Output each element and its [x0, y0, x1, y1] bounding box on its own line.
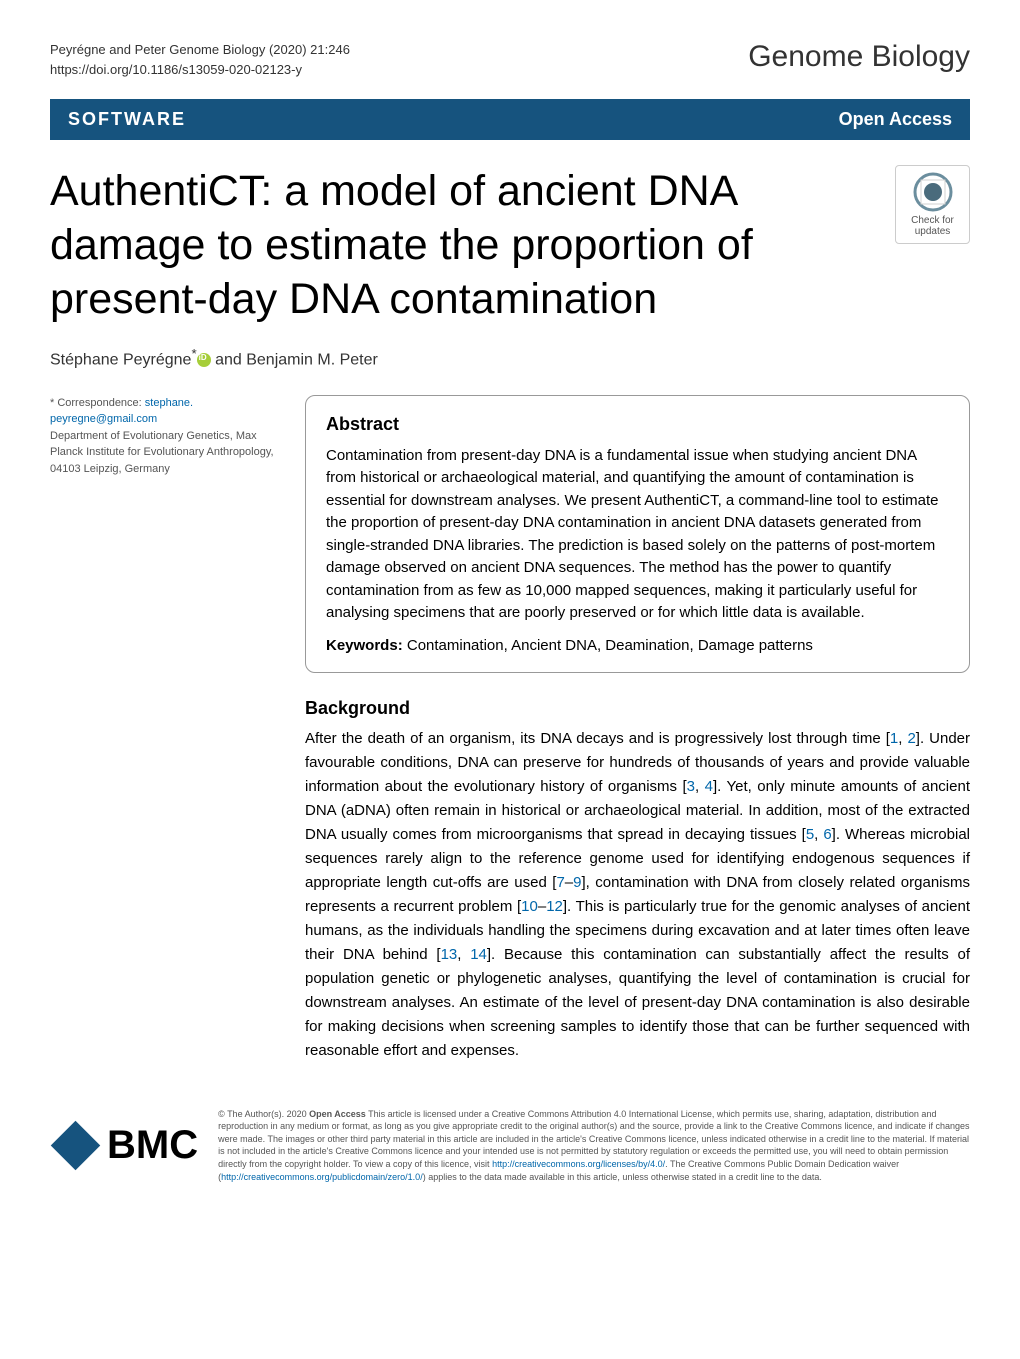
abstract-box: Abstract Contamination from present-day … — [305, 395, 970, 673]
open-access-bold: Open Access — [309, 1109, 366, 1119]
ref-7[interactable]: 7 — [556, 874, 564, 891]
authors: Stéphane Peyrégne* and Benjamin M. Peter — [50, 346, 970, 369]
page-container: Peyrégne and Peter Genome Biology (2020)… — [0, 0, 1020, 1213]
correspondence-column: * Correspondence: stephane.peyregne@gmai… — [50, 395, 280, 1063]
banner-open-access: Open Access — [839, 109, 952, 130]
header-citation: Peyrégne and Peter Genome Biology (2020)… — [50, 40, 350, 79]
header-row: Peyrégne and Peter Genome Biology (2020)… — [50, 40, 970, 79]
bmc-square-icon — [51, 1121, 100, 1170]
background-title: Background — [305, 698, 970, 719]
ref-1[interactable]: 1 — [890, 730, 898, 747]
ref-12[interactable]: 12 — [546, 898, 563, 915]
abstract-text: Contamination from present-day DNA is a … — [326, 445, 949, 625]
title-row: AuthentiCT: a model of ancient DNA damag… — [50, 165, 970, 326]
ref-3[interactable]: 3 — [687, 778, 695, 795]
citation-line-2: https://doi.org/10.1186/s13059-020-02123… — [50, 60, 350, 80]
ref-2[interactable]: 2 — [907, 730, 915, 747]
keywords-text: Contamination, Ancient DNA, Deamination,… — [407, 637, 813, 654]
correspondence-label: * Correspondence: — [50, 397, 145, 409]
journal-name: Genome Biology — [748, 40, 970, 74]
ref-13[interactable]: 13 — [441, 946, 458, 963]
check-updates-badge[interactable]: Check for updates — [895, 165, 970, 244]
citation-line-1: Peyrégne and Peter Genome Biology (2020)… — [50, 40, 350, 60]
check-updates-icon — [913, 172, 953, 212]
ref-6[interactable]: 6 — [823, 826, 831, 843]
license-text: © The Author(s). 2020 Open Access This a… — [218, 1108, 970, 1184]
ref-5[interactable]: 5 — [806, 826, 814, 843]
ref-14[interactable]: 14 — [470, 946, 487, 963]
license-link-1[interactable]: http://creativecommons.org/licenses/by/4… — [492, 1159, 665, 1169]
keywords-label: Keywords: — [326, 637, 407, 654]
two-column-layout: * Correspondence: stephane.peyregne@gmai… — [50, 395, 970, 1063]
section-banner: SOFTWARE Open Access — [50, 99, 970, 140]
ref-10[interactable]: 10 — [521, 898, 538, 915]
article-title: AuthentiCT: a model of ancient DNA damag… — [50, 165, 850, 326]
background-text: After the death of an organism, its DNA … — [305, 727, 970, 1063]
bmc-text: BMC — [107, 1123, 198, 1168]
ref-4[interactable]: 4 — [705, 778, 713, 795]
orcid-icon[interactable] — [197, 353, 211, 367]
keywords: Keywords: Contamination, Ancient DNA, De… — [326, 637, 949, 654]
affiliation: Department of Evolutionary Genetics, Max… — [50, 430, 274, 475]
main-column: Abstract Contamination from present-day … — [305, 395, 970, 1063]
banner-section-type: SOFTWARE — [68, 109, 186, 130]
abstract-title: Abstract — [326, 414, 949, 435]
check-updates-label: Check for updates — [911, 215, 954, 237]
license-link-2[interactable]: http://creativecommons.org/publicdomain/… — [221, 1172, 423, 1182]
bmc-logo: BMC — [50, 1123, 198, 1168]
footer: BMC © The Author(s). 2020 Open Access Th… — [50, 1093, 970, 1184]
